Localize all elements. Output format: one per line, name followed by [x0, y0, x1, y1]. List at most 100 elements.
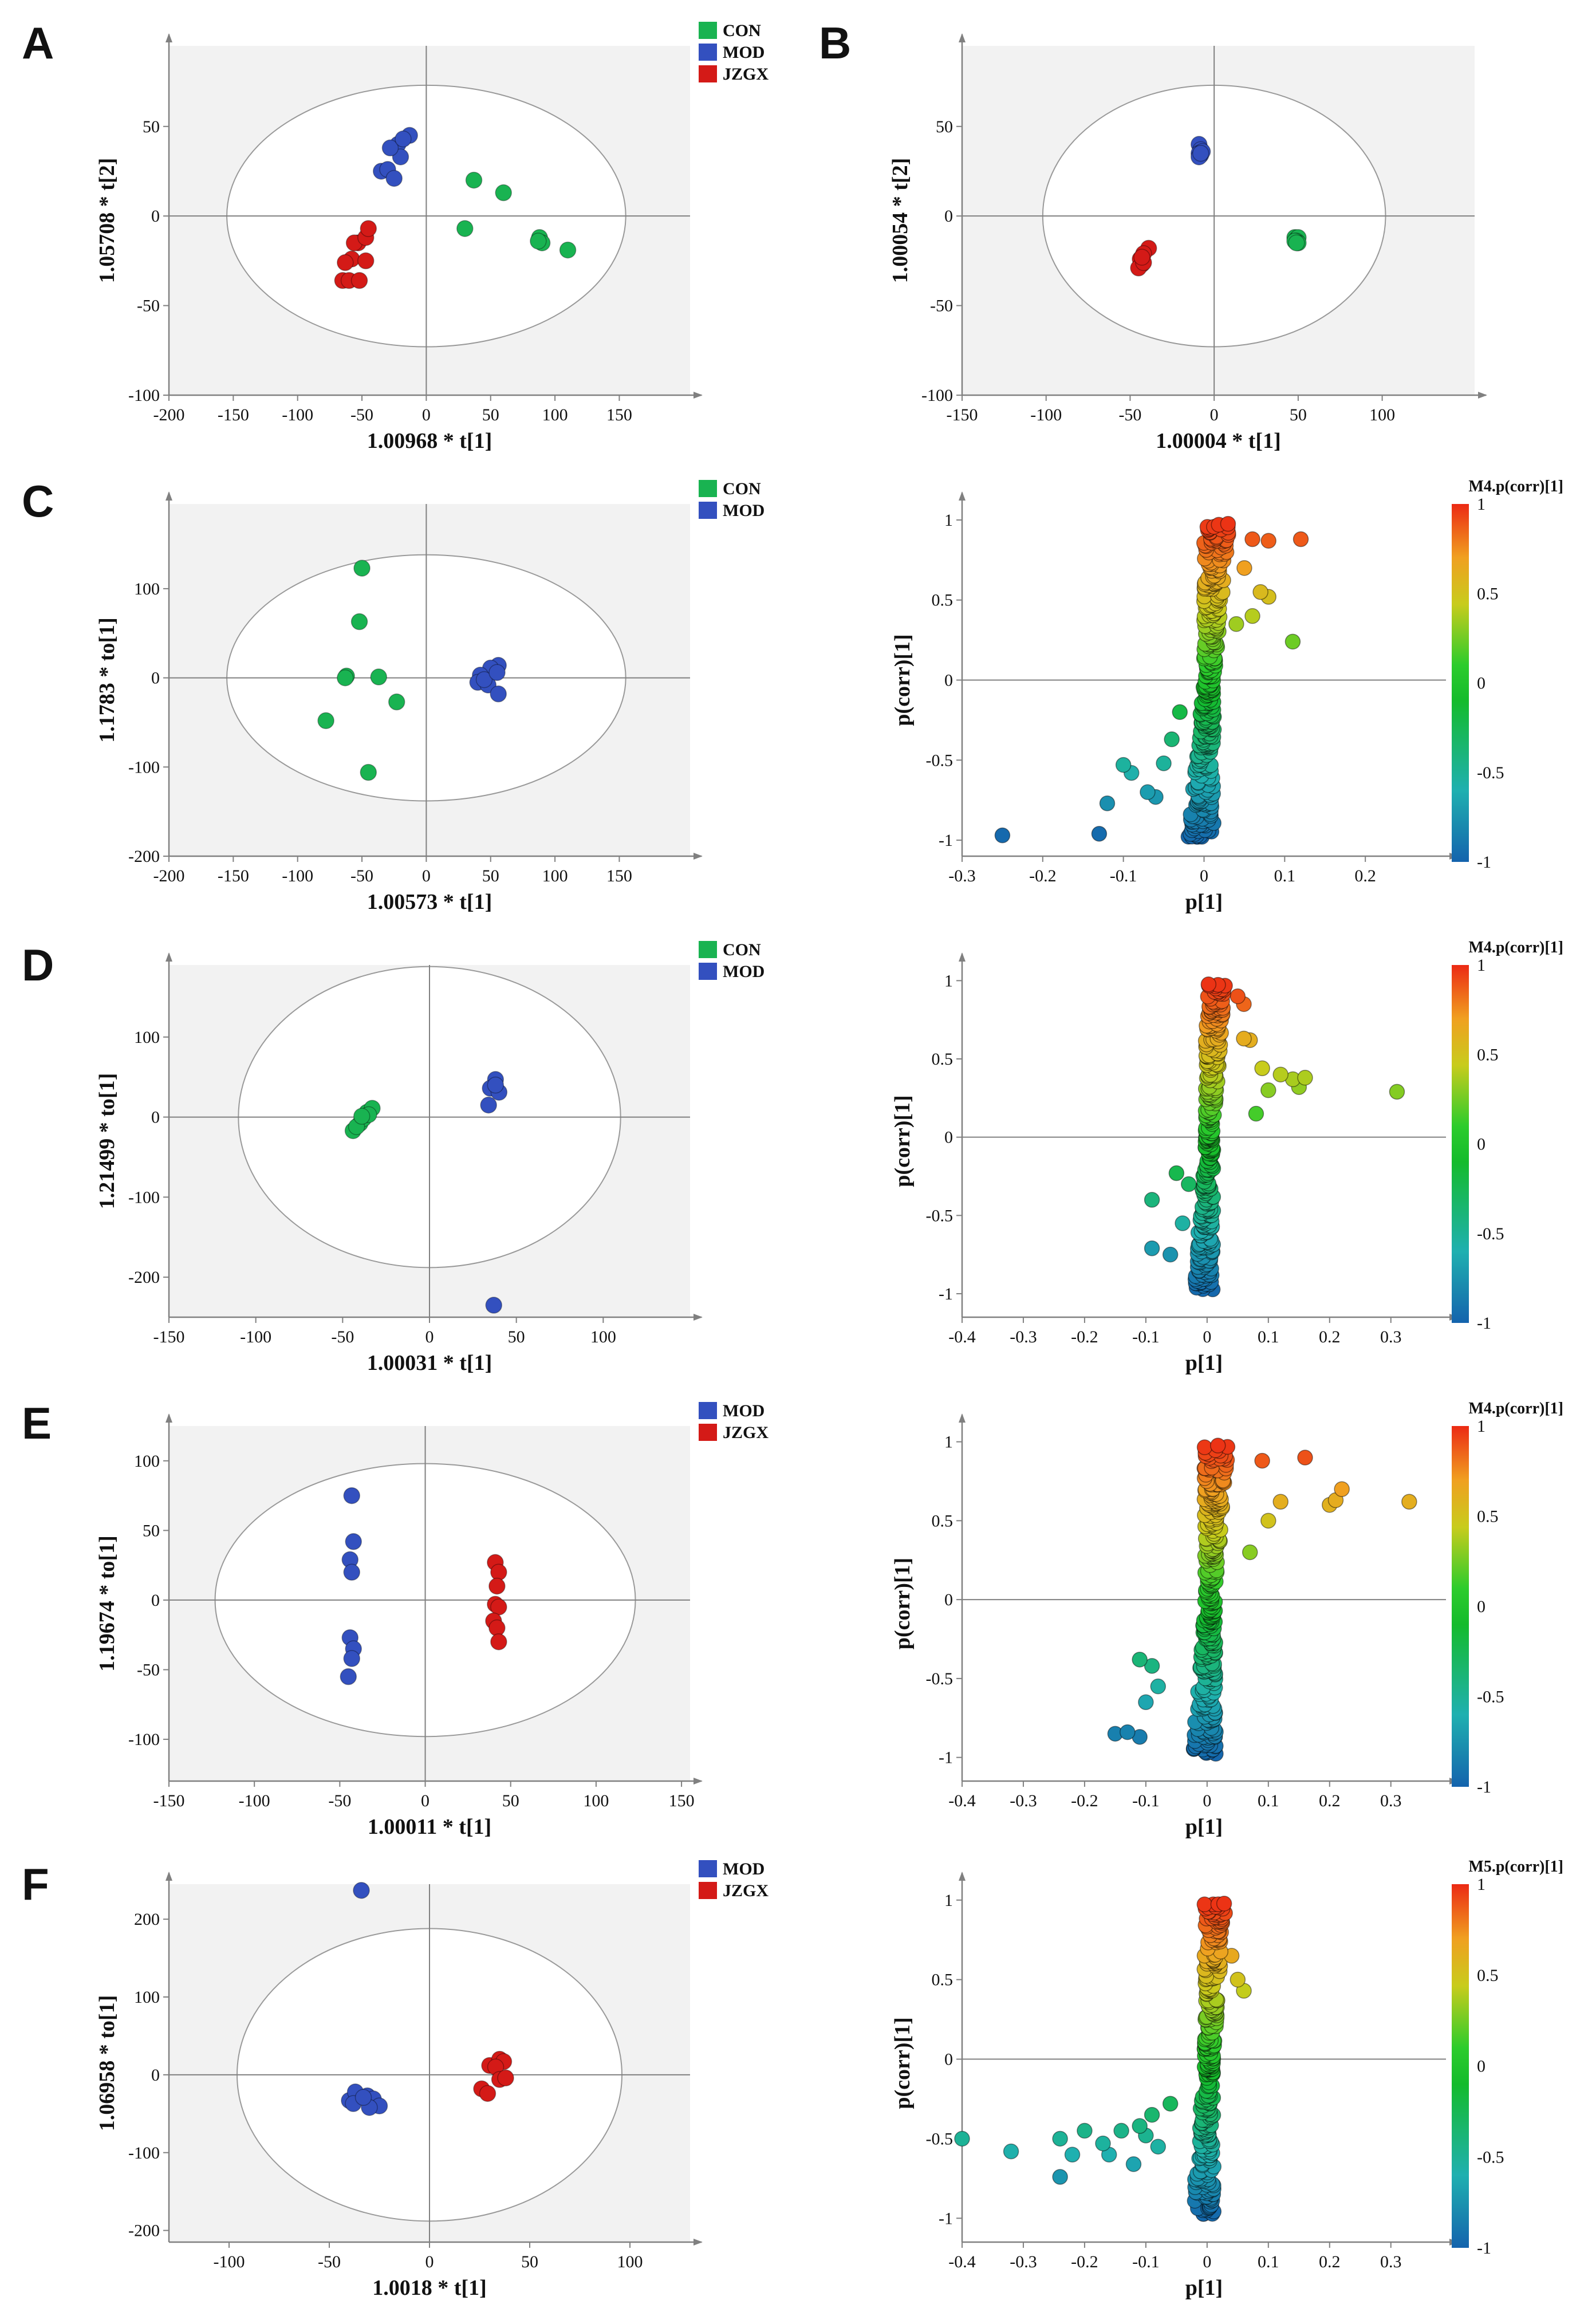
score-point-con: [317, 712, 334, 730]
y-tick-label: -100: [128, 758, 160, 777]
y-tick-label: 100: [134, 580, 160, 598]
splot-point: [1144, 2107, 1160, 2123]
x-tick-label: 0: [1203, 1791, 1211, 1810]
x-tick-label: 150: [669, 1791, 695, 1810]
colorbar: [1452, 1426, 1469, 1787]
splot-point: [1200, 976, 1217, 992]
score-point-mod: [475, 671, 493, 688]
x-axis-title: 1.0018 * t[1]: [372, 2276, 486, 2300]
splot-point: [1003, 2143, 1019, 2160]
colorbar-tick-label: -0.5: [1477, 2148, 1504, 2167]
splot-point: [1236, 560, 1252, 576]
x-tick-label: -0.1: [1132, 1791, 1160, 1810]
x-tick-label: -0.4: [948, 1791, 976, 1810]
splot-point: [1389, 1084, 1405, 1100]
y-tick-label: 0: [151, 1108, 160, 1127]
legend-label-con: CON: [723, 21, 761, 40]
y-tick-label: -1: [939, 1285, 953, 1303]
x-tick-label: 0: [425, 1328, 434, 1346]
colorbar-tick-label: -0.5: [1477, 1688, 1504, 1707]
score-point-con: [353, 1108, 371, 1125]
score-point-mod: [343, 1563, 360, 1581]
score-point-con: [370, 668, 387, 686]
x-tick-label: -200: [153, 866, 185, 885]
x-axis-title: p[1]: [1185, 2276, 1223, 2300]
legend-label-mod: MOD: [723, 43, 765, 62]
x-tick-label: -150: [947, 405, 978, 424]
score-point-mod: [490, 685, 507, 703]
x-tick-label: -0.3: [1010, 1328, 1037, 1346]
y-tick-label: 0: [944, 207, 953, 226]
score-point-mod: [488, 664, 506, 682]
legend-swatch-mod: [699, 963, 717, 980]
score-point-mod: [480, 1096, 497, 1114]
chart-F-splot: -0.4 -0.3 -0.2 -0.1 0 0.1 0.2 0.3 -1 -0.5 0 0.5 1 p[1…: [890, 1858, 1563, 2300]
chart-A-scores: -200 -150 -100 -50 0 50 100 150 -100 -50 0 50 1.0096…: [95, 21, 769, 453]
x-axis-title: p[1]: [1185, 1815, 1223, 1839]
y-tick-label: -100: [921, 386, 953, 405]
score-point-con: [495, 184, 512, 202]
panel-label-d: D: [22, 940, 54, 990]
splot-point: [994, 827, 1011, 844]
score-point-jzgx: [490, 1633, 507, 1651]
colorbar-tick-label: 0.5: [1477, 1045, 1499, 1064]
splot-point: [1150, 1678, 1167, 1695]
x-tick-label: 0: [421, 1791, 430, 1810]
splot-point: [1244, 531, 1260, 547]
x-axis-title: 1.00031 * t[1]: [367, 1351, 492, 1375]
axis-arrow: [959, 1413, 966, 1423]
colorbar-tick-label: -0.5: [1477, 763, 1504, 782]
legend-label-jzgx: JZGX: [723, 1881, 769, 1900]
colorbar-title: M4.p(corr)[1]: [1468, 1400, 1563, 1417]
y-tick-label: 1: [944, 971, 953, 990]
x-tick-label: 50: [482, 405, 499, 424]
x-tick-label: -150: [218, 405, 249, 424]
legend-label-mod: MOD: [723, 501, 765, 520]
splot-point: [1254, 1452, 1270, 1469]
x-tick-label: -0.3: [948, 866, 976, 885]
score-point-jzgx: [360, 220, 377, 237]
legend-label-jzgx: JZGX: [723, 65, 769, 84]
splot-point: [1236, 1030, 1252, 1047]
x-tick-label: 0: [422, 866, 431, 885]
y-tick-label: -200: [128, 1268, 160, 1287]
splot-point: [1162, 2095, 1179, 2112]
legend-swatch-con: [699, 22, 717, 39]
axis-arrow: [959, 1872, 966, 1881]
splot-point: [1095, 2136, 1111, 2152]
score-point-jzgx: [357, 252, 375, 270]
x-tick-label: -0.2: [1071, 2252, 1098, 2271]
x-tick-label: -0.1: [1110, 866, 1137, 885]
y-tick-label: 50: [936, 117, 953, 136]
y-tick-label: 1: [944, 1433, 953, 1452]
y-tick-label: -1: [939, 831, 953, 850]
splot-point: [1297, 1449, 1313, 1466]
panel-label-f: F: [22, 1859, 49, 1909]
x-tick-label: 0.2: [1354, 866, 1376, 885]
colorbar-tick-label: 0: [1477, 1135, 1486, 1154]
x-axis-title: 1.00968 * t[1]: [367, 429, 492, 453]
splot-point: [1248, 1105, 1264, 1122]
x-tick-label: -0.1: [1132, 2252, 1160, 2271]
splot-point: [1162, 1246, 1179, 1263]
x-tick-label: -0.2: [1071, 1791, 1098, 1810]
legend-swatch-con: [699, 941, 717, 958]
y-tick-label: -100: [128, 386, 160, 405]
colorbar-tick-label: 0: [1477, 1597, 1486, 1616]
x-tick-label: 0.3: [1380, 1328, 1402, 1346]
y-tick-label: 0: [151, 1591, 160, 1610]
axis-arrow: [694, 2239, 703, 2246]
splot-point: [1138, 1694, 1154, 1710]
y-tick-label: 100: [134, 1988, 160, 2007]
x-tick-label: 100: [590, 1328, 616, 1346]
score-point-con: [559, 241, 577, 259]
y-tick-label: 100: [134, 1452, 160, 1471]
colorbar-tick-label: 0.5: [1477, 1507, 1499, 1526]
colorbar-title: M5.p(corr)[1]: [1468, 1858, 1563, 1876]
splot-point: [1132, 1652, 1148, 1668]
score-point-con: [456, 220, 474, 237]
legend-label-mod: MOD: [723, 43, 765, 62]
y-tick-label: -100: [128, 2144, 160, 2162]
axis-arrow: [166, 952, 172, 962]
colorbar-tick-label: 0: [1477, 2057, 1486, 2076]
